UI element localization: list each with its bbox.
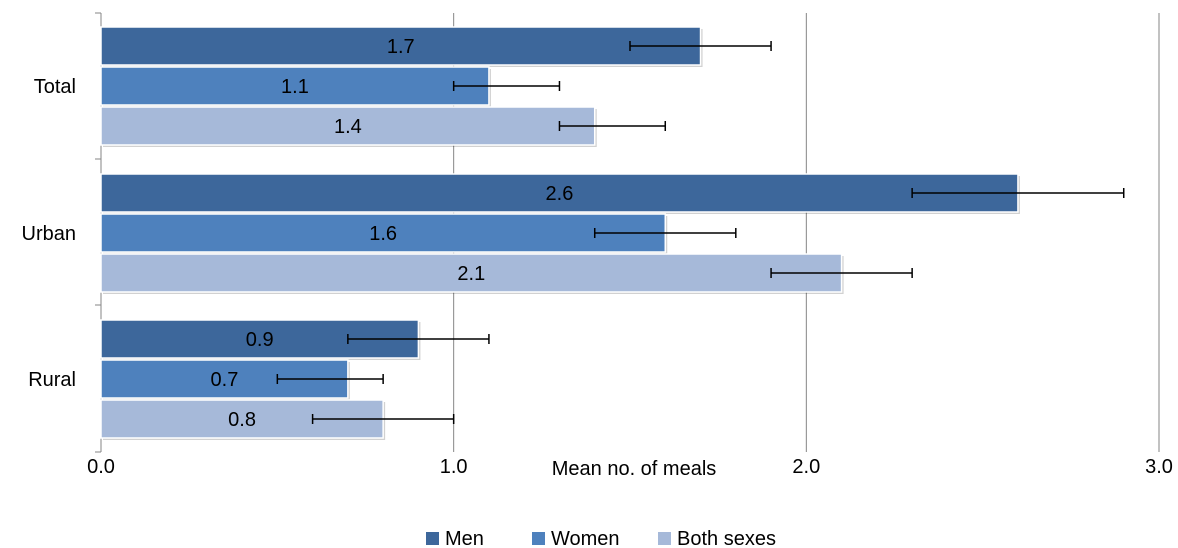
x-tick-label: 0.0 — [87, 456, 115, 478]
data-label: 1.7 — [387, 36, 415, 58]
bar — [100, 26, 702, 66]
bar — [100, 213, 667, 253]
legend-item: Men — [426, 528, 484, 548]
legend-label: Both sexes — [677, 528, 776, 548]
axes: 0.0 1.0 2.0 3.0 Total Urban Rural — [22, 12, 1173, 478]
legend: Men Women Both sexes — [426, 528, 776, 548]
data-label: 0.8 — [228, 409, 256, 431]
data-label: 2.1 — [457, 263, 485, 285]
x-tick-label: 3.0 — [1145, 456, 1173, 478]
legend-swatch — [658, 532, 671, 545]
legend-label: Men — [445, 528, 484, 548]
x-tick-label: 2.0 — [792, 456, 820, 478]
legend-item: Both sexes — [658, 528, 776, 548]
category-label: Rural — [28, 369, 76, 391]
bar — [100, 253, 843, 293]
bars — [100, 26, 1020, 440]
data-label: 1.4 — [334, 116, 362, 138]
error-bars — [276, 41, 1125, 424]
legend-item: Women — [532, 528, 620, 548]
category-label: Total — [34, 76, 76, 98]
data-label: 1.6 — [369, 223, 397, 245]
bar — [100, 66, 490, 106]
x-axis-title: Mean no. of meals — [552, 458, 717, 480]
legend-swatch — [532, 532, 545, 545]
legend-label: Women — [551, 528, 620, 548]
data-label: 0.7 — [211, 369, 239, 391]
x-tick-label: 1.0 — [440, 456, 468, 478]
data-label: 2.6 — [546, 183, 574, 205]
legend-swatch — [426, 532, 439, 545]
category-label: Urban — [22, 223, 76, 245]
data-label: 1.1 — [281, 76, 309, 98]
data-labels: 1.7 2.6 0.9 1.1 1.6 0.7 1.4 2.1 0.8 — [211, 36, 574, 431]
data-label: 0.9 — [246, 329, 274, 351]
